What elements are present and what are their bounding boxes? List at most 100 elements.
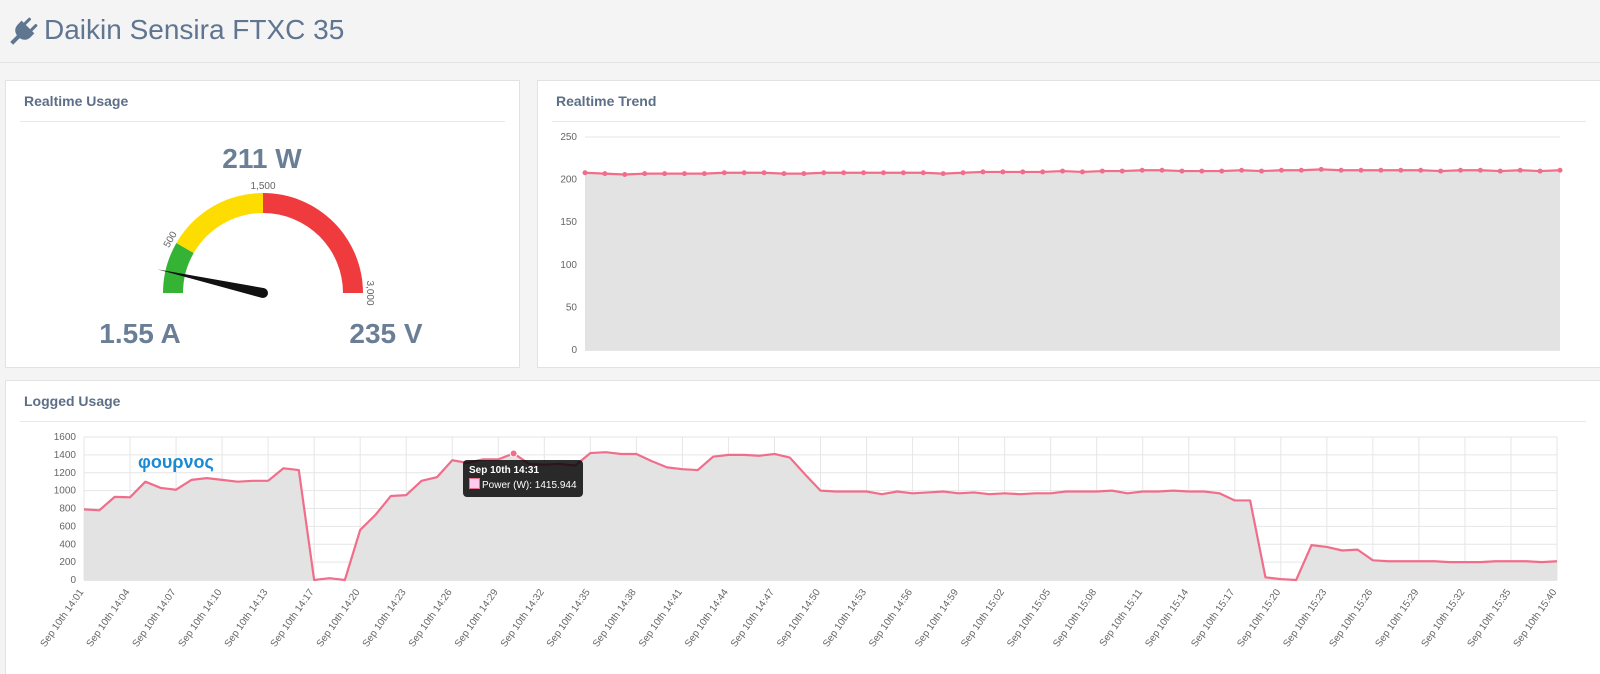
x-tick-label: Sep 10th 14:59 <box>913 587 961 649</box>
gauge-hub <box>258 288 268 298</box>
tooltip: Sep 10th 14:31 Power (W): 1415.944 <box>463 460 583 497</box>
point <box>1338 167 1344 173</box>
x-tick-label: Sep 10th 15:23 <box>1281 587 1329 649</box>
point <box>582 170 588 176</box>
y-tick-label: 1000 <box>54 486 77 497</box>
y-tick-label: 0 <box>571 345 577 356</box>
point <box>1139 167 1145 173</box>
point <box>1398 167 1404 173</box>
gauge-tick-label: 3,000 <box>364 280 375 305</box>
point <box>1517 167 1523 173</box>
gauge-tick-label: 1,500 <box>250 181 275 192</box>
x-tick-label: Sep 10th 14:41 <box>637 587 685 649</box>
point <box>1378 167 1384 173</box>
point <box>1060 168 1066 174</box>
point <box>1159 167 1165 173</box>
x-tick-label: Sep 10th 15:35 <box>1466 587 1514 649</box>
header: Daikin Sensira FTXC 35 <box>0 0 1600 63</box>
x-tick-label: Sep 10th 15:11 <box>1098 587 1146 649</box>
point <box>1278 167 1284 173</box>
point <box>1219 168 1225 174</box>
annotation: φουρνος <box>138 452 214 472</box>
x-tick-label: Sep 10th 15:05 <box>1005 587 1053 649</box>
gauge-band <box>263 193 363 293</box>
voltage: 235 V <box>349 318 422 349</box>
point <box>681 171 687 177</box>
point <box>801 171 807 177</box>
point <box>1318 166 1324 172</box>
point <box>1020 169 1026 175</box>
point <box>880 170 886 176</box>
point <box>841 170 847 176</box>
point <box>781 171 787 177</box>
gauge-band <box>176 193 263 253</box>
panel-title: Realtime Trend <box>556 93 657 109</box>
x-tick-label: Sep 10th 14:38 <box>591 587 639 649</box>
x-tick-label: Sep 10th 14:13 <box>223 587 271 649</box>
y-tick-label: 200 <box>59 557 76 568</box>
x-tick-label: Sep 10th 15:02 <box>959 587 1007 649</box>
point <box>1040 169 1046 175</box>
point <box>622 171 628 177</box>
point <box>642 171 648 177</box>
point <box>861 170 867 176</box>
x-tick-label: Sep 10th 15:14 <box>1143 587 1191 649</box>
point <box>1119 168 1125 174</box>
plug-icon <box>10 17 38 45</box>
x-tick-label: Sep 10th 15:32 <box>1419 587 1467 649</box>
realtime-usage-panel: Realtime Usage <box>5 80 520 368</box>
point <box>821 170 827 176</box>
line <box>83 451 1558 582</box>
point <box>721 170 727 176</box>
x-tick-label: Sep 10th 14:50 <box>775 587 823 649</box>
point <box>1298 167 1304 173</box>
y-tick-label: 150 <box>560 217 577 228</box>
point <box>761 170 767 176</box>
tooltip-value: 1415.944 <box>534 480 577 491</box>
x-tick-label: Sep 10th 14:23 <box>361 587 409 649</box>
panel-title: Logged Usage <box>24 393 121 409</box>
point <box>662 171 668 177</box>
tooltip-body: Power (W): 1415.944 <box>469 478 577 493</box>
x-tick-label: Sep 10th 14:32 <box>499 587 547 649</box>
point <box>1099 168 1105 174</box>
x-tick-label: Sep 10th 14:17 <box>269 587 317 649</box>
point <box>1179 168 1185 174</box>
y-tick-label: 800 <box>59 504 76 515</box>
current: 1.55 A <box>99 318 180 349</box>
y-tick-label: 1400 <box>54 450 77 461</box>
x-tick-label: Sep 10th 14:10 <box>177 587 225 649</box>
panel-title: Realtime Usage <box>24 93 129 109</box>
point <box>1358 167 1364 173</box>
point <box>1199 168 1205 174</box>
area <box>585 169 1560 350</box>
point <box>1477 167 1483 173</box>
x-tick-label: Sep 10th 14:20 <box>315 587 363 649</box>
x-tick-label: Sep 10th 14:47 <box>729 587 777 649</box>
point <box>1458 167 1464 173</box>
x-tick-label: Sep 10th 15:40 <box>1512 587 1560 649</box>
y-tick-label: 100 <box>560 260 577 271</box>
y-tick-label: 1600 <box>54 432 77 443</box>
x-tick-label: Sep 10th 15:29 <box>1373 587 1421 649</box>
point <box>1079 169 1085 175</box>
y-tick-label: 50 <box>566 302 578 313</box>
x-tick-label: Sep 10th 14:04 <box>85 587 133 649</box>
point <box>1418 167 1424 173</box>
point <box>741 170 747 176</box>
point <box>1497 168 1503 174</box>
gauge-band <box>163 243 194 293</box>
point <box>602 171 608 177</box>
x-tick-label: Sep 10th 14:44 <box>683 587 731 649</box>
x-tick-label: Sep 10th 14:26 <box>407 587 455 649</box>
y-tick-label: 0 <box>70 575 76 586</box>
point <box>1537 168 1543 174</box>
x-tick-label: Sep 10th 14:56 <box>867 587 915 649</box>
x-tick-label: Sep 10th 15:20 <box>1235 587 1283 649</box>
y-tick-label: 600 <box>59 521 76 532</box>
tooltip-series: Power (W) <box>482 480 530 491</box>
x-tick-label: Sep 10th 14:29 <box>453 587 501 649</box>
gauge-needle <box>157 269 265 298</box>
